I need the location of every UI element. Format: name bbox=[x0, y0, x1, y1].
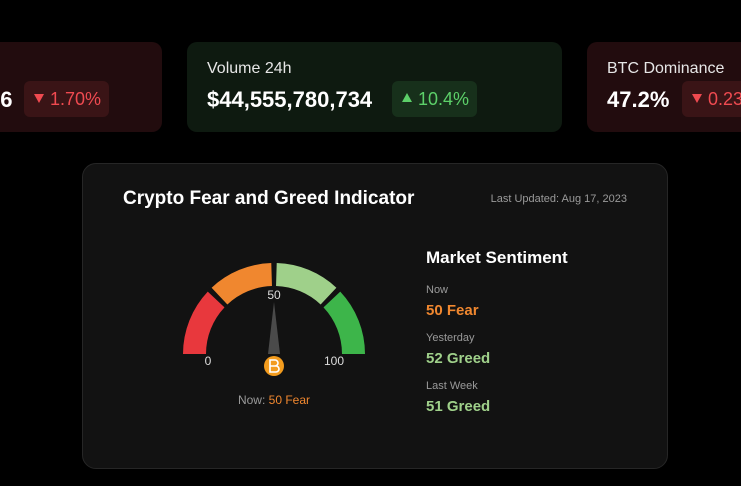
now-value: 50 Fear bbox=[269, 393, 310, 407]
change-text: 1.70% bbox=[50, 89, 102, 109]
sentiment-label: Now bbox=[426, 284, 449, 296]
change-text: 10.4% bbox=[418, 89, 470, 109]
sentiment-label: Last Week bbox=[426, 380, 478, 392]
now-label: Now: bbox=[238, 393, 265, 407]
card-label: Volume 24h bbox=[207, 60, 292, 77]
gauge-min: 0 bbox=[205, 354, 212, 368]
gauge: 50 0 100 Now: 50 Fear bbox=[183, 263, 365, 407]
gauge-value: 50 bbox=[267, 288, 281, 302]
change-badge: 1.70% bbox=[24, 81, 110, 117]
sentiment-value: 51 Greed bbox=[426, 398, 491, 415]
gauge-segment bbox=[211, 263, 272, 305]
card-value: 47.2% bbox=[607, 87, 670, 112]
gauge-segment bbox=[276, 263, 337, 305]
last-updated: Last Updated: Aug 17, 2023 bbox=[490, 193, 627, 205]
gauge-segment bbox=[323, 291, 365, 354]
change-badge: 0.23 bbox=[682, 81, 741, 117]
price-card: 26 1.70% bbox=[0, 42, 162, 132]
sentiment-value: 52 Greed bbox=[426, 350, 491, 367]
gauge-segment bbox=[183, 291, 225, 354]
card-label: BTC Dominance bbox=[607, 60, 725, 77]
dominance-card: BTC Dominance 47.2% 0.23 bbox=[587, 42, 741, 132]
gauge-needle bbox=[268, 302, 280, 354]
change-text: 0.23 bbox=[708, 89, 741, 109]
change-badge: 10.4% bbox=[392, 81, 478, 117]
now-line: Now: 50 Fear bbox=[238, 393, 310, 407]
card-value: 26 bbox=[0, 87, 13, 112]
fear-greed-panel: Crypto Fear and Greed Indicator Last Upd… bbox=[82, 163, 668, 469]
sentiment-value: 50 Fear bbox=[426, 302, 479, 319]
gauge-max: 100 bbox=[324, 354, 344, 368]
panel-title: Crypto Fear and Greed Indicator bbox=[123, 188, 415, 209]
bitcoin-glyph bbox=[269, 359, 280, 373]
card-value: $44,555,780,734 bbox=[207, 87, 373, 112]
sentiment-title: Market Sentiment bbox=[426, 248, 568, 267]
sentiment-label: Yesterday bbox=[426, 332, 475, 344]
volume-card: Volume 24h $44,555,780,734 10.4% bbox=[187, 42, 562, 132]
